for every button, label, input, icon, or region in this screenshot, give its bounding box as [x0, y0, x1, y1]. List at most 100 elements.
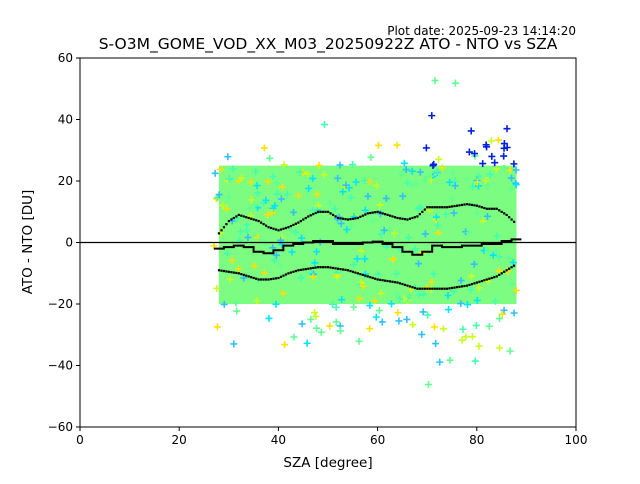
scatter-point — [288, 226, 296, 234]
std-marker — [448, 205, 451, 208]
scatter-point — [269, 172, 277, 180]
std-marker — [416, 215, 419, 218]
std-marker — [458, 204, 461, 207]
scatter-point — [434, 222, 442, 230]
std-marker — [289, 271, 292, 274]
std-marker — [356, 272, 359, 275]
std-marker — [423, 287, 426, 290]
std-marker — [366, 212, 369, 215]
std-marker — [272, 277, 275, 280]
std-marker — [230, 218, 233, 221]
std-marker — [478, 280, 481, 283]
scatter-point — [349, 161, 357, 169]
scatter-point — [264, 211, 272, 219]
scatter-point — [451, 182, 459, 190]
scatter-point — [342, 181, 350, 189]
std-marker — [302, 218, 305, 221]
scatter-point — [474, 182, 482, 190]
scatter-point — [395, 317, 403, 325]
scatter-point — [357, 247, 365, 255]
std-marker — [465, 284, 469, 287]
std-marker — [381, 279, 384, 282]
std-marker — [344, 268, 347, 271]
mean-line — [213, 238, 522, 256]
std-marker — [416, 287, 419, 290]
std-marker — [354, 271, 357, 274]
scatter-point — [332, 303, 340, 311]
std-marker — [426, 206, 429, 209]
scatter-point — [333, 273, 341, 281]
std-marker — [393, 216, 397, 219]
std-marker — [312, 266, 315, 270]
scatter-point — [312, 312, 320, 320]
scatter-point — [432, 340, 440, 348]
scatter-point — [488, 152, 496, 160]
scatter-point — [297, 274, 305, 282]
std-marker — [421, 210, 424, 213]
std-marker — [483, 206, 486, 210]
std-marker — [483, 279, 486, 282]
scatter-point — [303, 339, 311, 347]
std-marker — [361, 273, 364, 276]
std-marker — [418, 213, 421, 216]
scatter-point — [432, 213, 440, 221]
scatter-point — [313, 248, 321, 256]
std-marker — [485, 207, 488, 210]
std-marker — [384, 213, 387, 216]
std-marker — [269, 278, 273, 281]
scatter-point — [448, 195, 456, 203]
scatter-point — [364, 192, 372, 200]
std-marker — [428, 287, 431, 290]
scatter-point — [498, 310, 506, 318]
std-marker — [220, 269, 223, 272]
scatter-point — [373, 182, 381, 190]
scatter-point — [272, 300, 280, 308]
std-marker — [468, 203, 471, 206]
std-marker — [336, 216, 340, 220]
scatter-point — [404, 234, 412, 242]
std-marker — [460, 285, 464, 288]
std-marker — [334, 267, 337, 270]
scatter-point — [320, 121, 328, 129]
scatter-point — [350, 261, 358, 269]
scatter-point — [260, 144, 268, 152]
scatter-point — [223, 205, 231, 213]
scatter-point — [307, 315, 315, 323]
std-marker — [503, 212, 506, 215]
scatter-point — [292, 228, 300, 236]
scatter-point — [230, 340, 238, 348]
std-marker — [245, 274, 248, 277]
scatter-point — [467, 286, 475, 294]
std-marker — [364, 213, 367, 216]
scatter-point — [492, 247, 500, 255]
scatter-point — [505, 254, 513, 262]
scatter-point — [421, 230, 429, 238]
std-marker — [490, 276, 493, 280]
std-marker — [381, 212, 384, 215]
std-marker — [294, 222, 297, 225]
scatter-point — [484, 182, 492, 190]
scatter-point — [412, 180, 420, 188]
std-marker — [297, 269, 300, 272]
std-marker — [309, 214, 312, 217]
std-marker — [386, 279, 389, 283]
std-marker — [339, 217, 342, 220]
std-marker — [250, 217, 253, 220]
std-marker — [470, 203, 474, 207]
scatter-point — [228, 256, 236, 264]
scatter-point — [510, 309, 518, 317]
std-marker — [255, 219, 258, 222]
scatter-point — [485, 322, 493, 330]
scatter-point — [399, 192, 407, 200]
scatter-point — [235, 265, 243, 273]
std-marker — [478, 205, 481, 208]
std-marker — [505, 213, 508, 217]
std-marker — [282, 274, 285, 277]
scatter-point — [387, 300, 395, 308]
std-marker — [292, 270, 295, 273]
scatter-point — [273, 190, 281, 198]
std-marker — [240, 214, 243, 217]
std-marker — [312, 213, 315, 216]
std-marker — [284, 273, 288, 276]
scatter-point — [426, 172, 434, 180]
